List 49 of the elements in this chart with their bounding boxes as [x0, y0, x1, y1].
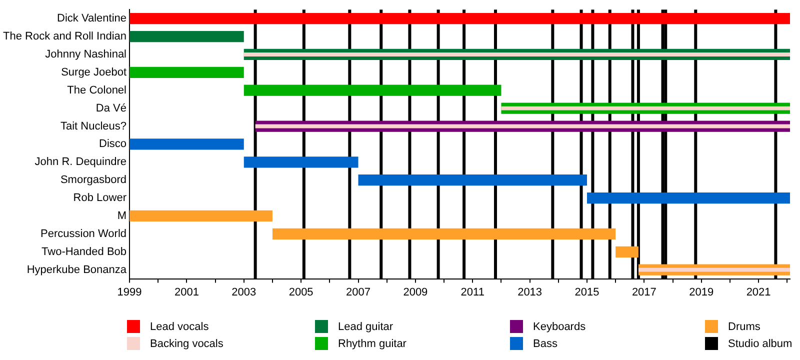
legend-label: Keyboards [533, 320, 586, 332]
x-tick-label: 2013 [518, 286, 542, 298]
y-tick-label: Dick Valentine [57, 12, 127, 25]
x-tick-label: 2003 [232, 286, 256, 298]
bar [616, 246, 638, 258]
bar [358, 174, 587, 186]
y-tick-label: The Colonel [67, 84, 127, 96]
y-tick-label: M [117, 210, 127, 222]
y-tick-label: Percussion World [40, 228, 127, 240]
x-tick-label: 2017 [632, 286, 656, 298]
x-tick-label: 1999 [117, 286, 142, 298]
bar [244, 84, 502, 96]
y-tick-label: Tait Nucleus? [60, 120, 127, 132]
y-tick-label: John R. Dequindre [34, 156, 127, 168]
y-tick-label: Rob Lower [73, 192, 127, 204]
bar [586, 192, 790, 204]
bar [130, 30, 244, 42]
legend-label: Studio album [728, 338, 792, 350]
x-tick-label: 2009 [403, 286, 428, 298]
bar [638, 268, 790, 272]
bar [130, 210, 272, 222]
y-tick-label: Johnny Nashinal [45, 48, 127, 60]
bar [130, 13, 790, 24]
x-tick-label: 2005 [288, 286, 314, 298]
legend-label: Rhythm guitar [338, 338, 406, 350]
x-tick-label: 2019 [689, 286, 714, 298]
y-tick-label: Surge Joebot [61, 66, 127, 78]
legend-label: Lead vocals [150, 320, 209, 332]
x-tick-label: 2007 [346, 286, 370, 298]
bar [501, 106, 790, 110]
bar [244, 156, 358, 168]
legend-label: Lead guitar [338, 320, 394, 332]
bar [244, 52, 790, 56]
y-tick-label: The Rock and Roll Indian [3, 30, 127, 43]
y-tick-label: Two-Handed Bob [42, 246, 127, 258]
x-tick-label: 2001 [174, 286, 199, 298]
y-tick-label: Hyperkube Bonanza [26, 264, 128, 276]
bar [272, 228, 616, 240]
y-tick-label: Disco [99, 138, 127, 150]
x-tick-label: 2015 [574, 286, 600, 298]
x-tick-label: 2011 [460, 286, 484, 298]
x-tick-label: 2021 [746, 286, 771, 298]
bar [130, 138, 244, 150]
bar [130, 66, 244, 78]
legend-label: Backing vocals [150, 338, 224, 350]
legend-label: Bass [533, 338, 558, 350]
y-tick-label: Smorgasbord [60, 174, 127, 186]
y-tick-label: Da Vé [96, 102, 127, 114]
legend-label: Drums [728, 320, 760, 332]
